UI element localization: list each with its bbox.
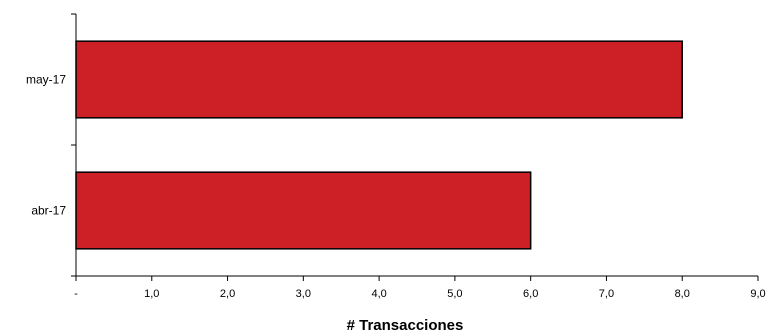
x-tick-label: 7,0 — [599, 288, 614, 300]
category-label-may-17: may-17 — [26, 73, 66, 87]
x-tick-label: 5,0 — [447, 288, 462, 300]
x-axis-title: # Transacciones — [347, 317, 464, 334]
x-ticks-group: - 1,0 2,0 3,0 4,0 5,0 6,0 7,0 8,0 9,0 — [74, 276, 766, 300]
category-label-abr-17: abr-17 — [31, 204, 66, 218]
category-labels-group: may-17 abr-17 — [26, 73, 66, 218]
x-tick-label: 9,0 — [750, 288, 765, 300]
x-tick-label: 3,0 — [296, 288, 311, 300]
x-tick-label: 8,0 — [675, 288, 690, 300]
bar-may-17 — [75, 40, 683, 119]
x-tick-label: 2,0 — [220, 288, 235, 300]
x-tick-label: 6,0 — [523, 288, 538, 300]
y-ticks-group — [71, 13, 76, 277]
x-tick-label: - — [74, 288, 78, 300]
x-tick-label: 1,0 — [144, 288, 159, 300]
bars-group — [75, 40, 683, 250]
x-tick-label: 4,0 — [371, 288, 386, 300]
bar-abr-17 — [75, 171, 532, 250]
